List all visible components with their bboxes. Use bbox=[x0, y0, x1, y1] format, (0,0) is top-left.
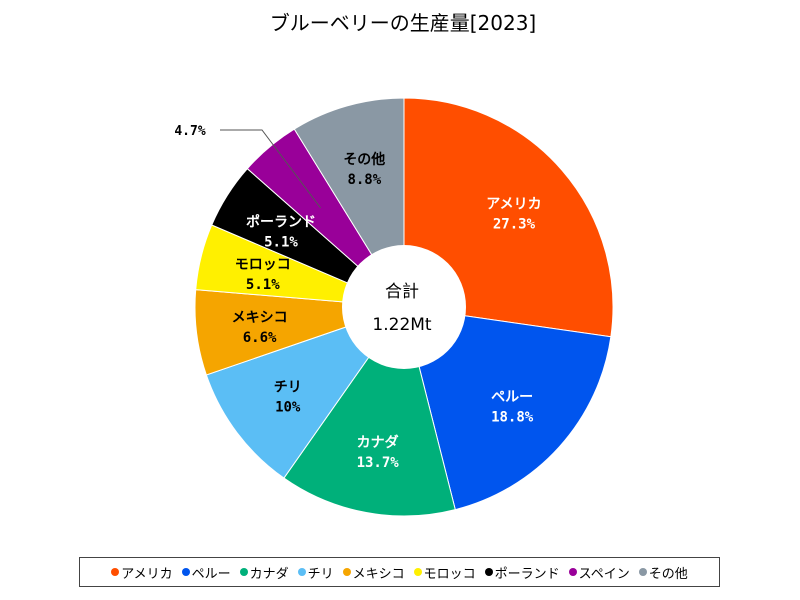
slice-2 bbox=[403, 306, 612, 511]
slice-value-label: 6.6% bbox=[243, 330, 277, 346]
slice-value-label: 5.1% bbox=[264, 234, 298, 250]
legend-label: チリ bbox=[307, 566, 334, 582]
legend-label: ペルー bbox=[191, 566, 231, 582]
legend-item: モロッコ bbox=[413, 563, 476, 582]
slice-value-label: 18.8% bbox=[491, 409, 534, 425]
slice-value-label: 5.1% bbox=[246, 277, 280, 293]
slice-name-label: ペルー bbox=[491, 389, 533, 405]
legend-marker-icon bbox=[181, 568, 190, 576]
legend-label: アメリカ bbox=[121, 566, 173, 582]
legend-marker-icon bbox=[239, 568, 248, 576]
slice-labels: アメリカ 27.3% ペルー 18.8% カナダ 13.7% チリ 10% メキシコ 6.6% モロ… bbox=[174, 124, 541, 471]
slice-name-label: カナダ bbox=[357, 434, 399, 451]
slice-value-label: 8.8% bbox=[347, 172, 381, 188]
slice-name-label: その他 bbox=[343, 151, 385, 168]
legend-label: メキシコ bbox=[352, 566, 405, 582]
slice-4 bbox=[205, 306, 406, 479]
legend-label: その他 bbox=[648, 566, 688, 582]
legend-marker-icon bbox=[638, 568, 647, 576]
center-total-value: 1.22Mt bbox=[372, 315, 432, 335]
callout-value-label: 4.7% bbox=[174, 124, 205, 139]
legend-item: その他 bbox=[638, 563, 688, 582]
slice-value-label: 27.3% bbox=[493, 217, 536, 233]
legend-item: ポーランド bbox=[484, 563, 560, 582]
legend-item: スペイン bbox=[568, 563, 630, 582]
slice-name-label: メキシコ bbox=[232, 310, 288, 326]
legend-item: チリ bbox=[297, 563, 334, 582]
legend-label: カナダ bbox=[249, 566, 289, 582]
chart-title: ブルーベリーの生産量[2023] bbox=[270, 11, 537, 35]
callout-leader-line bbox=[220, 129, 321, 209]
legend-marker-icon bbox=[297, 568, 306, 576]
slice-name-label: チリ bbox=[274, 379, 302, 395]
legend-marker-icon bbox=[568, 568, 577, 576]
legend-marker-icon bbox=[111, 568, 120, 576]
legend-item: メキシコ bbox=[342, 563, 405, 582]
legend-marker-icon bbox=[413, 568, 422, 576]
donut-hole bbox=[342, 245, 466, 369]
slice-name-label: ポーランド bbox=[246, 213, 316, 230]
legend-marker-icon bbox=[342, 568, 351, 576]
legend-label: ポーランド bbox=[494, 566, 560, 582]
legend-label: スペイン bbox=[578, 566, 630, 582]
slice-name-label: モロッコ bbox=[235, 257, 291, 273]
slice-value-label: 13.7% bbox=[357, 455, 400, 471]
slice-name-label: アメリカ bbox=[486, 197, 541, 213]
legend: アメリカ ペルー カナダ チリ メキシコ モロッコ ポーランド スペイン その他 bbox=[79, 557, 720, 587]
slice-value-label: 10% bbox=[275, 399, 301, 415]
legend-item: カナダ bbox=[239, 563, 289, 582]
legend-item: アメリカ bbox=[111, 563, 173, 582]
center-total-label: 合計 bbox=[385, 282, 419, 302]
legend-item: ペルー bbox=[181, 563, 231, 582]
legend-label: モロッコ bbox=[423, 566, 476, 582]
legend-marker-icon bbox=[484, 568, 493, 576]
